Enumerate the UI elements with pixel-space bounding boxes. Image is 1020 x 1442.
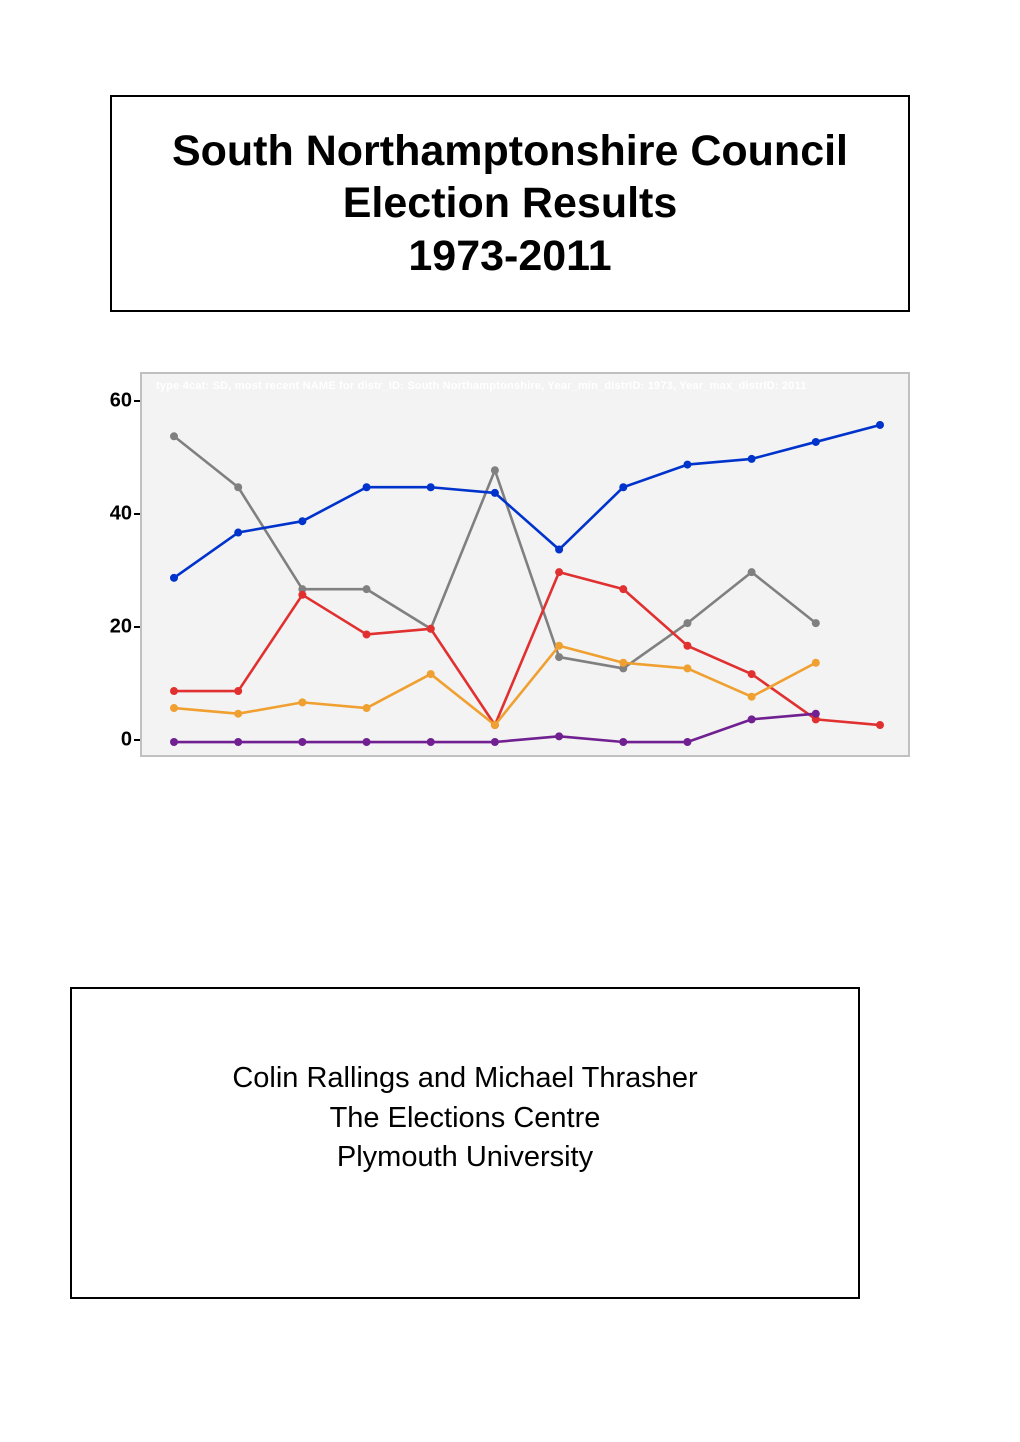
series-marker-purple [363,738,371,746]
series-line-orange [174,646,816,725]
series-marker-grey [170,433,178,441]
series-marker-orange [748,693,756,701]
series-marker-orange [619,659,627,667]
series-marker-purple [748,716,756,724]
series-marker-red [683,642,691,650]
series-marker-red [234,687,242,695]
series-marker-blue [491,489,499,497]
series-marker-orange [363,704,371,712]
document-title: South Northamptonshire Council Election … [128,125,892,282]
series-marker-purple [683,738,691,746]
series-marker-purple [234,738,242,746]
series-line-red [174,573,880,726]
series-marker-blue [683,461,691,469]
authors-line-1: Colin Rallings and Michael Thrasher [92,1059,838,1098]
series-marker-grey [748,569,756,577]
chart-area: 0 20 40 60 type 4cat: SD, most recent NAME … [90,372,910,757]
series-marker-orange [298,699,306,707]
line-chart-svg [142,374,910,757]
chart-plot: type 4cat: SD, most recent NAME for dist… [140,372,910,757]
series-marker-grey [683,619,691,627]
series-marker-red [170,687,178,695]
title-line-1: South Northamptonshire Council [172,127,848,175]
series-marker-blue [619,484,627,492]
series-marker-orange [555,642,563,650]
series-marker-red [427,625,435,633]
series-marker-purple [427,738,435,746]
series-marker-blue [427,484,435,492]
series-marker-red [619,586,627,594]
y-tick-label: 0 [121,729,132,752]
title-line-3: 1973-2011 [408,232,611,280]
chart-container: 0 20 40 60 type 4cat: SD, most recent NAME … [90,372,910,757]
title-line-2: Election Results [343,179,678,227]
y-tick-label: 40 [110,502,132,525]
authors-line-3: Plymouth University [92,1138,838,1177]
series-marker-red [748,670,756,678]
authors-line-2: The Elections Centre [92,1099,838,1138]
series-marker-blue [748,455,756,463]
series-marker-purple [491,738,499,746]
series-marker-blue [234,529,242,537]
series-marker-purple [170,738,178,746]
y-tick-label: 20 [110,616,132,639]
page: South Northamptonshire Council Election … [0,0,1020,1442]
series-marker-orange [491,721,499,729]
series-marker-purple [619,738,627,746]
series-marker-orange [170,704,178,712]
series-marker-red [298,591,306,599]
series-marker-blue [170,574,178,582]
series-marker-blue [363,484,371,492]
series-marker-purple [812,710,820,718]
series-marker-red [876,721,884,729]
series-marker-grey [812,619,820,627]
series-marker-grey [363,586,371,594]
series-marker-purple [555,733,563,741]
series-marker-blue [812,438,820,446]
chart-subtitle: type 4cat: SD, most recent NAME for dist… [156,380,807,392]
series-marker-orange [683,665,691,673]
series-marker-red [363,631,371,639]
authors-box: Colin Rallings and Michael Thrasher The … [70,987,860,1298]
series-marker-purple [298,738,306,746]
series-marker-grey [234,484,242,492]
y-tick-label: 60 [110,389,132,412]
series-marker-red [555,569,563,577]
series-marker-blue [298,518,306,526]
series-marker-orange [427,670,435,678]
y-axis: 0 20 40 60 [90,372,140,757]
series-marker-orange [812,659,820,667]
series-marker-orange [234,710,242,718]
series-marker-blue [555,546,563,554]
series-marker-blue [876,421,884,429]
series-marker-grey [491,467,499,475]
title-box: South Northamptonshire Council Election … [110,95,910,312]
series-marker-grey [555,653,563,661]
